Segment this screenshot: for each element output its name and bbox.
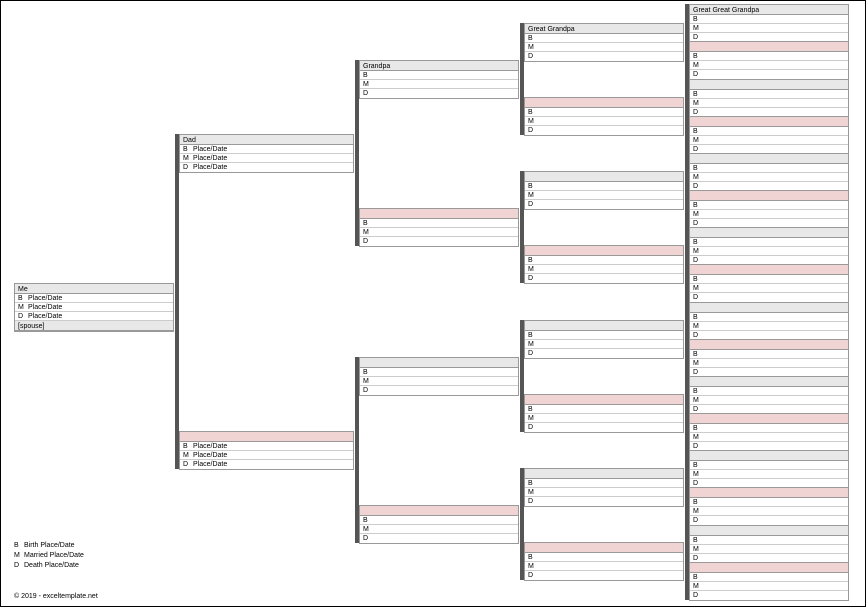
node-ggg-11: B M D (689, 413, 849, 452)
node-gg-4: B M D (524, 320, 684, 359)
mom-name (180, 432, 353, 442)
grandma-m-m: M (360, 525, 518, 534)
gg-4-name (525, 321, 683, 331)
grandpa-p-d: D (360, 89, 518, 98)
connector-gen4-4 (685, 302, 689, 377)
node-mom: BPlace/Date MPlace/Date DPlace/Date (179, 431, 354, 470)
me-birth: BPlace/Date (15, 294, 173, 303)
connector-gen4-3 (685, 227, 689, 302)
dad-name: Dad (180, 135, 353, 145)
node-gg-5: B M D (524, 394, 684, 433)
mom-married: MPlace/Date (180, 451, 353, 460)
connector-gen4-5 (685, 376, 689, 451)
node-ggg-9: B M D (689, 339, 849, 378)
connector-gen4-1 (685, 79, 689, 154)
me-spouse: [spouse] (15, 321, 173, 331)
grandpa-p-m: M (360, 80, 518, 89)
node-dad: Dad BPlace/Date MPlace/Date DPlace/Date (179, 134, 354, 173)
mom-birth: BPlace/Date (180, 442, 353, 451)
grandpa-m-b: B (360, 368, 518, 377)
connector-gen2-bot (355, 357, 359, 543)
grandpa-p-b: B (360, 71, 518, 80)
grandpa-m-m: M (360, 377, 518, 386)
node-ggg-8: B M D (689, 302, 849, 341)
grandpa-m-name (360, 358, 518, 368)
node-gg-2: B M D (524, 171, 684, 210)
node-ggg-15: B M D (689, 562, 849, 601)
gg-5-name (525, 395, 683, 405)
node-grandma-p: B M D (359, 208, 519, 247)
node-ggg-3: B M D (689, 116, 849, 155)
gg-3-name (525, 246, 683, 256)
node-gg-6: B M D (524, 468, 684, 507)
connector-gen1 (175, 134, 179, 469)
dad-birth: BPlace/Date (180, 145, 353, 154)
connector-gen3-1 (520, 171, 524, 283)
node-ggg-10: B M D (689, 376, 849, 415)
node-grandpa-m: B M D (359, 357, 519, 396)
dad-death: DPlace/Date (180, 163, 353, 172)
me-married: MPlace/Date (15, 303, 173, 312)
node-gg-3: B M D (524, 245, 684, 284)
me-name: Me (15, 284, 173, 294)
node-ggg-2: B M D (689, 79, 849, 118)
connector-gen4-0 (685, 4, 689, 79)
grandma-m-d: D (360, 534, 518, 543)
node-ggg-1: B M D (689, 41, 849, 80)
legend-b: BBirth Place/Date (14, 541, 84, 551)
gg-6-name (525, 469, 683, 479)
connector-gen4-2 (685, 153, 689, 228)
node-grandma-m: B M D (359, 505, 519, 544)
connector-gen4-7 (685, 525, 689, 600)
grandma-p-b: B (360, 219, 518, 228)
gg-7-name (525, 543, 683, 553)
mom-death: DPlace/Date (180, 460, 353, 469)
gg-1-name (525, 98, 683, 108)
connector-gen3-0 (520, 23, 524, 135)
connector-gen2-top (355, 60, 359, 246)
grandma-p-d: D (360, 237, 518, 246)
grandpa-p-name: Grandpa (360, 61, 518, 71)
footer-copyright: © 2019 - exceltemplate.net (14, 593, 98, 600)
connector-gen3-3 (520, 468, 524, 580)
grandma-m-b: B (360, 516, 518, 525)
gg-2-name (525, 172, 683, 182)
node-me: Me BPlace/Date MPlace/Date DPlace/Date [… (14, 283, 174, 332)
node-ggg-5: B M D (689, 190, 849, 229)
dad-married: MPlace/Date (180, 154, 353, 163)
node-ggg-12: B M D (689, 450, 849, 489)
connector-gen4-6 (685, 450, 689, 525)
grandma-m-name (360, 506, 518, 516)
gg-0-name: Great Grandpa (525, 24, 683, 34)
grandpa-m-d: D (360, 386, 518, 395)
grandma-p-m: M (360, 228, 518, 237)
node-ggg-4: B M D (689, 153, 849, 192)
legend-m: MMarried Place/Date (14, 551, 84, 561)
node-ggg-0: Great Great Grandpa B M D (689, 4, 849, 43)
node-ggg-14: B M D (689, 525, 849, 564)
node-gg-7: B M D (524, 542, 684, 581)
node-ggg-6: B M D (689, 227, 849, 266)
me-death: DPlace/Date (15, 312, 173, 321)
legend-d: DDeath Place/Date (14, 561, 84, 571)
node-gg-1: B M D (524, 97, 684, 136)
node-ggg-13: B M D (689, 487, 849, 526)
node-grandpa-p: Grandpa B M D (359, 60, 519, 99)
node-gg-0: Great Grandpa B M D (524, 23, 684, 62)
connector-gen3-2 (520, 320, 524, 432)
grandma-p-name (360, 209, 518, 219)
legend: BBirth Place/Date MMarried Place/Date DD… (14, 541, 84, 571)
node-ggg-7: B M D (689, 264, 849, 303)
